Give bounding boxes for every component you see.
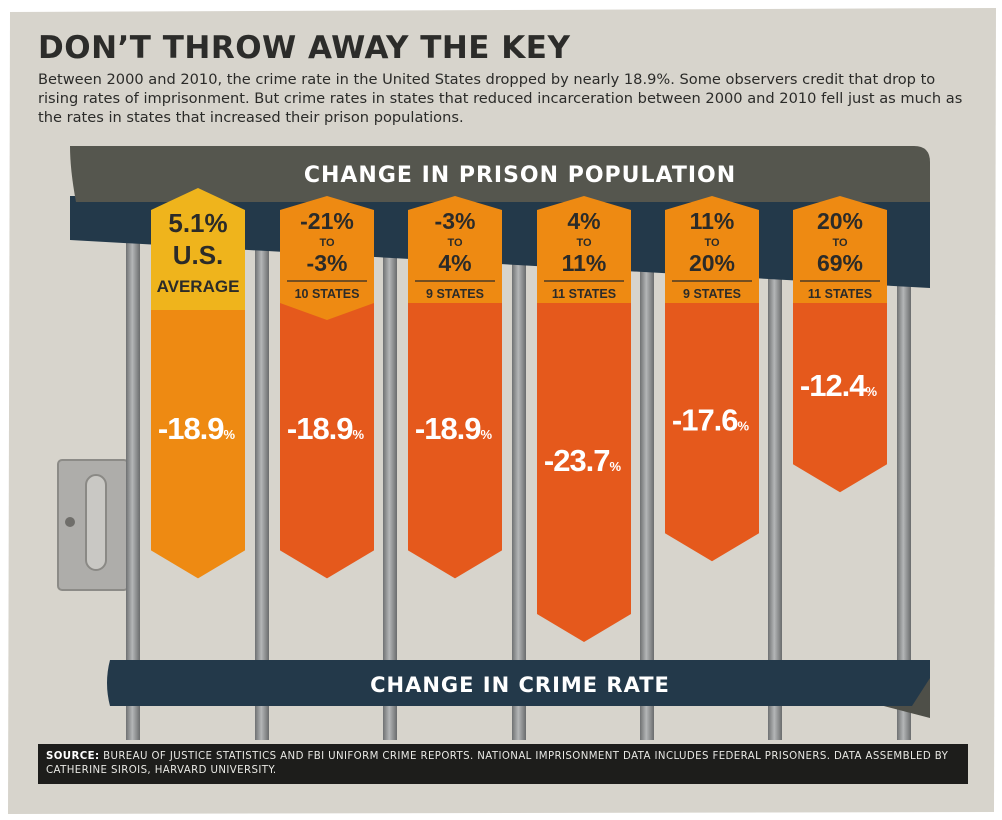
category-range-start: 11% — [690, 208, 735, 234]
category-count: 9 STATES — [426, 287, 484, 301]
category-range-end: 20% — [689, 250, 735, 276]
bar-pole — [255, 195, 269, 740]
category-range-start: 5.1% — [168, 208, 227, 238]
top-banner — [70, 146, 930, 202]
bar-pole — [640, 195, 654, 740]
bar — [151, 300, 245, 579]
category-range-start: 20% — [817, 208, 863, 234]
category-range-end: 11% — [562, 250, 607, 276]
bar — [793, 300, 887, 493]
source-label: SOURCE: — [46, 751, 100, 762]
bar — [280, 300, 374, 579]
category-range-to: TO — [576, 237, 592, 249]
category-count: 11 STATES — [552, 287, 616, 301]
category-tag — [665, 196, 759, 303]
bar — [408, 300, 502, 579]
source-text: BUREAU OF JUSTICE STATISTICS AND FBI UNI… — [46, 751, 949, 776]
bar-pole — [768, 195, 782, 740]
category-count: 9 STATES — [683, 287, 741, 301]
bar — [665, 300, 759, 562]
bar-value-label: -17.6% — [672, 403, 750, 438]
bottom-banner — [107, 660, 930, 706]
bar-pole — [126, 195, 140, 740]
category-range-to: TO — [319, 237, 335, 249]
source-note: SOURCE: BUREAU OF JUSTICE STATISTICS AND… — [46, 750, 966, 778]
category-range-start: -3% — [435, 208, 476, 234]
bar-value-label: -18.9% — [287, 411, 365, 446]
bar-pole — [897, 195, 911, 740]
chart-title: CHANGE IN PRISON POPULATION — [304, 163, 736, 188]
page-title: DON’T THROW AWAY THE KEY — [38, 30, 571, 66]
category-count: 10 STATES — [295, 287, 360, 301]
category-tag — [151, 188, 245, 310]
lock-handle — [85, 474, 107, 571]
category-range-start: -21% — [300, 208, 354, 234]
category-tag — [537, 196, 631, 303]
category-range-to: TO — [447, 237, 463, 249]
category-range-end: -3% — [307, 250, 348, 276]
category-tag — [280, 196, 374, 320]
category-range-start: 4% — [567, 208, 600, 234]
value-axis-label: CHANGE IN CRIME RATE — [370, 673, 670, 697]
bar-pole — [383, 195, 397, 740]
category-range-end: 4% — [438, 250, 471, 276]
bar-value-label: -12.4% — [800, 368, 878, 403]
category-tag — [408, 196, 502, 303]
source-box — [38, 744, 968, 784]
category-range-to: TO — [704, 237, 720, 249]
category-range-to: TO — [832, 237, 848, 249]
lock-keyhole-icon — [65, 517, 75, 527]
bar-pole — [512, 195, 526, 740]
page-description: Between 2000 and 2010, the crime rate in… — [38, 71, 963, 126]
category-count: 11 STATES — [808, 287, 872, 301]
bar-value-label: -18.9% — [158, 411, 236, 446]
category-name-sub: AVERAGE — [157, 277, 240, 296]
bar-value-label: -23.7% — [544, 443, 622, 478]
category-tag — [793, 196, 887, 303]
bar-value-label: -18.9% — [415, 411, 493, 446]
category-range-end: 69% — [817, 250, 863, 276]
bar — [537, 300, 631, 643]
category-name: U.S. — [173, 240, 224, 270]
